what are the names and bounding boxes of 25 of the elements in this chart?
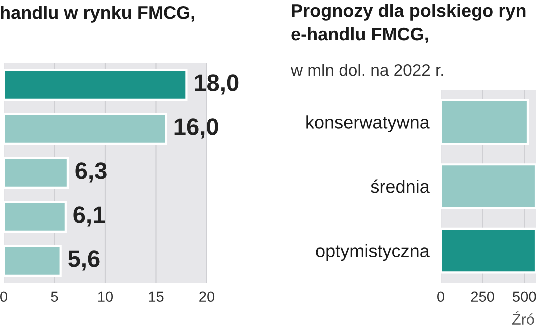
y-tick-label: optymistyczna <box>316 244 430 262</box>
x-tick-label: 15 <box>149 292 164 302</box>
x-tick-label: 500 <box>513 292 536 302</box>
bar <box>4 156 69 190</box>
text: Źró <box>512 312 534 325</box>
chart-subtitle: w mln dol. na 2022 r. <box>290 64 444 76</box>
data-label: 18,0 <box>195 74 239 95</box>
y-tick-label: konserwatywna <box>306 116 430 132</box>
bar <box>4 68 188 102</box>
bar <box>4 200 67 234</box>
data-label: 16,0 <box>174 118 218 139</box>
x-tick-label: 10 <box>98 292 114 302</box>
x-tick-label: 5 <box>51 292 58 302</box>
x-tick-label: 20 <box>200 292 215 302</box>
x-tick-label: 0 <box>438 292 444 302</box>
data-label: 6,1 <box>74 206 106 227</box>
chart-title: Prognozy dla polskiego ryn e-handlu FMCG, <box>292 4 526 44</box>
x-tick-label: 250 <box>471 292 494 302</box>
x-tick-label: 0 <box>0 292 8 302</box>
y-tick-label: średnia <box>371 180 430 194</box>
bar <box>4 112 168 146</box>
data-label: 6,3 <box>76 162 107 183</box>
chart-title: handlu w rynku FMCG, <box>1 6 194 23</box>
bar <box>4 244 62 278</box>
data-label: 5,6 <box>68 250 100 271</box>
